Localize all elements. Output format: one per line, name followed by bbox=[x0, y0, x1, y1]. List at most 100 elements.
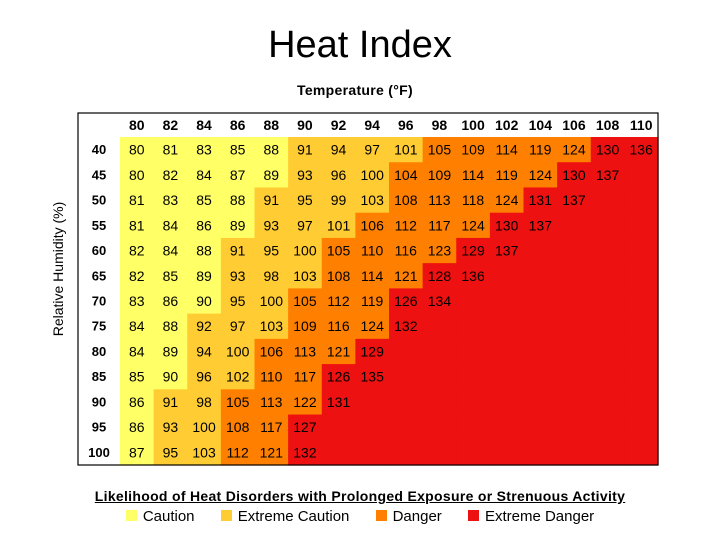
cell-value-label: 84 bbox=[163, 217, 179, 233]
heat-cell bbox=[624, 288, 659, 315]
heat-cell bbox=[456, 288, 491, 315]
cell-value-label: 109 bbox=[428, 167, 452, 183]
cell-value-label: 118 bbox=[462, 192, 485, 208]
heat-cell bbox=[187, 137, 222, 163]
cell-value-label: 126 bbox=[394, 293, 418, 309]
cell-value-label: 127 bbox=[293, 419, 317, 435]
cell-value-label: 124 bbox=[562, 142, 586, 158]
heat-cell bbox=[187, 263, 222, 289]
y-tick-label: 80 bbox=[92, 344, 106, 359]
cell-value-label: 100 bbox=[192, 419, 216, 435]
heat-cell bbox=[321, 288, 356, 315]
heat-cell bbox=[254, 338, 289, 365]
heat-cell bbox=[187, 162, 222, 189]
heat-cell bbox=[523, 162, 558, 189]
cell-value-label: 87 bbox=[129, 444, 145, 460]
heat-cell bbox=[389, 364, 424, 390]
cell-value-label: 106 bbox=[361, 217, 385, 233]
heat-cell bbox=[523, 338, 558, 365]
heat-cell bbox=[254, 212, 289, 239]
chart-caption: Likelihood of Heat Disorders with Prolon… bbox=[94, 488, 626, 504]
heat-cell bbox=[557, 237, 592, 264]
heat-cell bbox=[489, 288, 525, 315]
x-tick-label: 108 bbox=[596, 117, 620, 133]
cell-value-label: 137 bbox=[596, 167, 620, 183]
heat-cell bbox=[254, 162, 289, 189]
heat-cell bbox=[120, 162, 155, 189]
heat-cell bbox=[187, 389, 222, 416]
cell-value-label: 89 bbox=[196, 268, 212, 284]
cell-value-label: 88 bbox=[264, 142, 280, 158]
heat-cell bbox=[120, 414, 155, 441]
cell-value-label: 136 bbox=[461, 268, 485, 284]
cell-value-label: 121 bbox=[260, 444, 284, 460]
y-tick-label: 55 bbox=[92, 218, 106, 233]
cell-value-label: 86 bbox=[129, 419, 145, 435]
cell-value-label: 114 bbox=[361, 268, 384, 284]
legend-swatch-caution bbox=[125, 510, 137, 521]
cell-value-label: 105 bbox=[226, 394, 250, 410]
heat-cell bbox=[254, 137, 289, 163]
heat-cell bbox=[624, 187, 659, 214]
heat-cell bbox=[557, 338, 592, 365]
heat-cell bbox=[355, 313, 390, 340]
cell-value-label: 81 bbox=[129, 192, 145, 208]
heat-cell bbox=[389, 212, 424, 239]
cell-value-label: 100 bbox=[226, 343, 250, 359]
heat-cell bbox=[355, 389, 390, 416]
cell-value-label: 95 bbox=[163, 444, 179, 460]
heat-cell bbox=[153, 389, 188, 416]
cell-value-label: 83 bbox=[163, 192, 179, 208]
heat-cell bbox=[557, 137, 592, 163]
x-axis-label: Temperature (°F) bbox=[297, 82, 413, 98]
heat-cell bbox=[590, 212, 625, 239]
heat-cell bbox=[523, 439, 558, 466]
cell-value-label: 136 bbox=[630, 142, 654, 158]
y-tick-label: 60 bbox=[92, 243, 106, 258]
heat-cell bbox=[321, 439, 356, 466]
cell-value-label: 124 bbox=[361, 318, 385, 334]
heat-cell bbox=[187, 288, 222, 315]
cell-value-label: 121 bbox=[394, 268, 418, 284]
heat-cell bbox=[220, 137, 256, 163]
heat-cell bbox=[355, 364, 390, 390]
heat-cell bbox=[557, 263, 592, 289]
cell-value-label: 117 bbox=[294, 369, 317, 385]
x-tick-label: 84 bbox=[196, 117, 212, 133]
heat-cell bbox=[153, 313, 188, 340]
heat-cell bbox=[187, 313, 222, 340]
legend-item-extreme-danger: Extreme Danger bbox=[467, 508, 594, 525]
cell-value-label: 130 bbox=[495, 217, 519, 233]
cell-value-label: 85 bbox=[196, 192, 212, 208]
y-tick-label: 45 bbox=[92, 167, 106, 182]
cell-value-label: 87 bbox=[230, 167, 246, 183]
heat-cell bbox=[153, 237, 188, 264]
cell-value-label: 129 bbox=[461, 243, 485, 259]
heat-cell bbox=[321, 338, 356, 365]
cell-value-label: 91 bbox=[297, 142, 313, 158]
heat-cell bbox=[489, 313, 525, 340]
y-tick-label: 90 bbox=[92, 394, 106, 409]
cell-value-label: 121 bbox=[327, 343, 351, 359]
heat-cell bbox=[153, 162, 188, 189]
y-tick-label: 95 bbox=[92, 420, 106, 435]
heat-cell bbox=[557, 187, 592, 214]
heat-cell bbox=[288, 338, 323, 365]
heat-cell bbox=[624, 364, 659, 390]
cell-value-label: 132 bbox=[293, 444, 317, 460]
legend-label-danger: Danger bbox=[392, 508, 442, 525]
heat-cell bbox=[590, 389, 625, 416]
cell-value-label: 108 bbox=[327, 268, 351, 284]
cell-value-label: 91 bbox=[230, 243, 246, 259]
cell-value-label: 90 bbox=[163, 369, 179, 385]
heat-cell bbox=[624, 389, 659, 416]
heat-cell bbox=[590, 364, 625, 390]
heat-cell bbox=[288, 364, 323, 390]
cell-value-label: 132 bbox=[394, 318, 418, 334]
y-tick-label: 100 bbox=[88, 445, 110, 460]
cell-value-label: 108 bbox=[394, 192, 418, 208]
heat-cell bbox=[422, 338, 457, 365]
x-tick-label: 82 bbox=[163, 117, 179, 133]
cell-value-label: 110 bbox=[260, 369, 283, 385]
heat-cell bbox=[422, 263, 457, 289]
